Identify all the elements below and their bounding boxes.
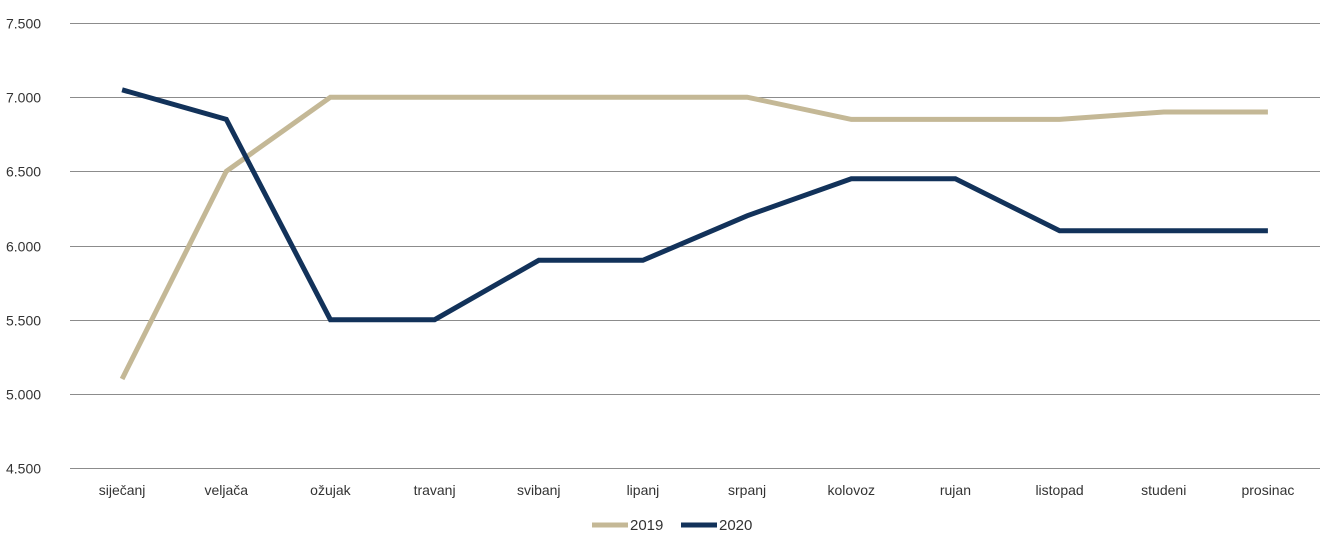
x-tick-label: travanj bbox=[414, 482, 456, 498]
x-tick-label: ožujak bbox=[310, 482, 351, 498]
y-tick-label: 7.500 bbox=[6, 16, 41, 32]
x-tick-label: srpanj bbox=[728, 482, 766, 498]
y-axis: 4.500 5.000 5.500 6.000 6.500 7.000 7.500 bbox=[6, 16, 41, 477]
y-tick-label: 7.000 bbox=[6, 90, 41, 106]
legend-label: 2020 bbox=[719, 517, 752, 534]
x-tick-label: listopad bbox=[1035, 482, 1083, 498]
x-tick-label: siječanj bbox=[99, 482, 146, 498]
legend-label: 2019 bbox=[630, 517, 663, 534]
x-axis: siječanj veljača ožujak travanj svibanj lipan… bbox=[99, 482, 1295, 498]
y-tick-label: 4.500 bbox=[6, 461, 41, 477]
y-tick-label: 6.500 bbox=[6, 164, 41, 180]
x-tick-label: kolovoz bbox=[828, 482, 875, 498]
series-line-2020 bbox=[121, 87, 1268, 323]
y-tick-label: 5.500 bbox=[6, 313, 41, 329]
x-tick-label: svibanj bbox=[517, 482, 561, 498]
x-tick-label: lipanj bbox=[627, 482, 660, 498]
series-line-2019 bbox=[119, 94, 1268, 381]
x-tick-label: veljača bbox=[204, 482, 248, 498]
x-tick-label: rujan bbox=[940, 482, 971, 498]
legend: 2019 2020 bbox=[592, 517, 752, 534]
gridlines bbox=[70, 23, 1320, 469]
y-tick-label: 6.000 bbox=[6, 239, 41, 255]
x-tick-label: prosinac bbox=[1241, 482, 1294, 498]
series-lines bbox=[119, 87, 1268, 381]
x-tick-label: studeni bbox=[1141, 482, 1186, 498]
y-tick-label: 5.000 bbox=[6, 387, 41, 403]
